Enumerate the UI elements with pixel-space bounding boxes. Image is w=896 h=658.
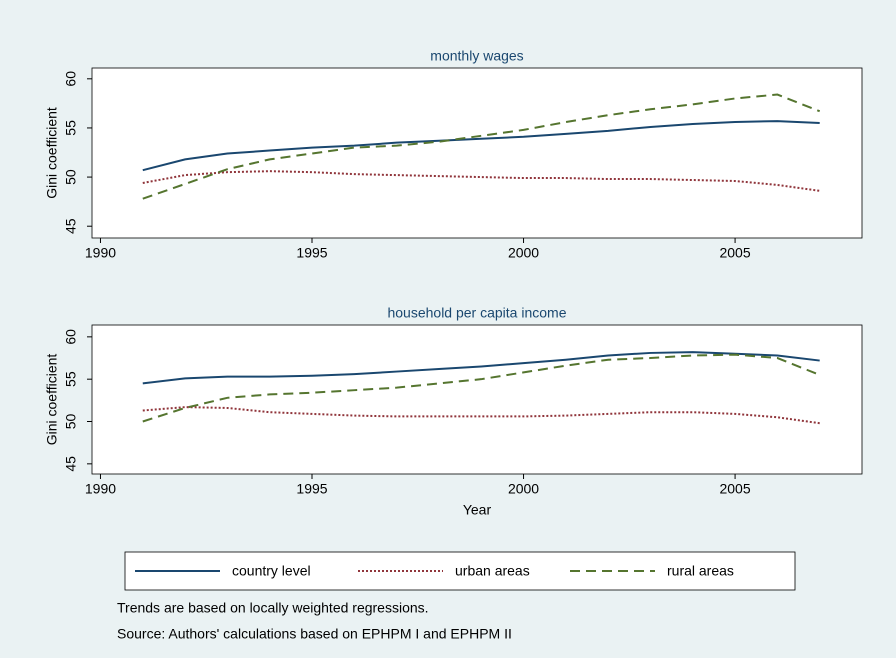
legend-label: rural areas <box>667 563 734 579</box>
x-tick-label: 1990 <box>85 481 116 497</box>
plot-area <box>91 67 863 239</box>
legend-label: country level <box>232 563 311 579</box>
x-tick-label: 1995 <box>296 245 327 261</box>
y-tick-label: 50 <box>63 169 79 185</box>
y-tick-label: 60 <box>63 329 79 345</box>
note: Trends are based on locally weighted reg… <box>117 600 429 616</box>
x-tick-label: 1995 <box>296 481 327 497</box>
line <box>142 406 820 425</box>
line <box>142 120 820 172</box>
note: Source: Authors' calculations based on E… <box>117 626 512 642</box>
y-axis-label: Gini coefficient <box>44 107 60 199</box>
line <box>142 93 821 200</box>
x-axis-label: Year <box>463 502 492 518</box>
plot-area <box>91 324 863 475</box>
y-tick-label: 55 <box>63 371 79 387</box>
x-tick-label: 2005 <box>719 481 750 497</box>
line <box>142 351 820 385</box>
line <box>142 353 821 423</box>
panel-title: monthly wages <box>430 48 523 64</box>
y-tick-label: 55 <box>63 120 79 136</box>
x-tick-label: 2000 <box>508 481 539 497</box>
y-tick-label: 45 <box>63 456 79 472</box>
y-tick-label: 45 <box>63 218 79 234</box>
x-tick-label: 2000 <box>508 245 539 261</box>
y-tick-label: 60 <box>63 71 79 87</box>
panel-title: household per capita income <box>387 305 566 321</box>
x-tick-label: 2005 <box>719 245 750 261</box>
y-tick-label: 50 <box>63 414 79 430</box>
line <box>142 170 820 192</box>
x-tick-label: 1990 <box>85 245 116 261</box>
legend <box>124 551 796 591</box>
y-axis-label: Gini coefficient <box>44 354 60 446</box>
legend-label: urban areas <box>455 563 530 579</box>
